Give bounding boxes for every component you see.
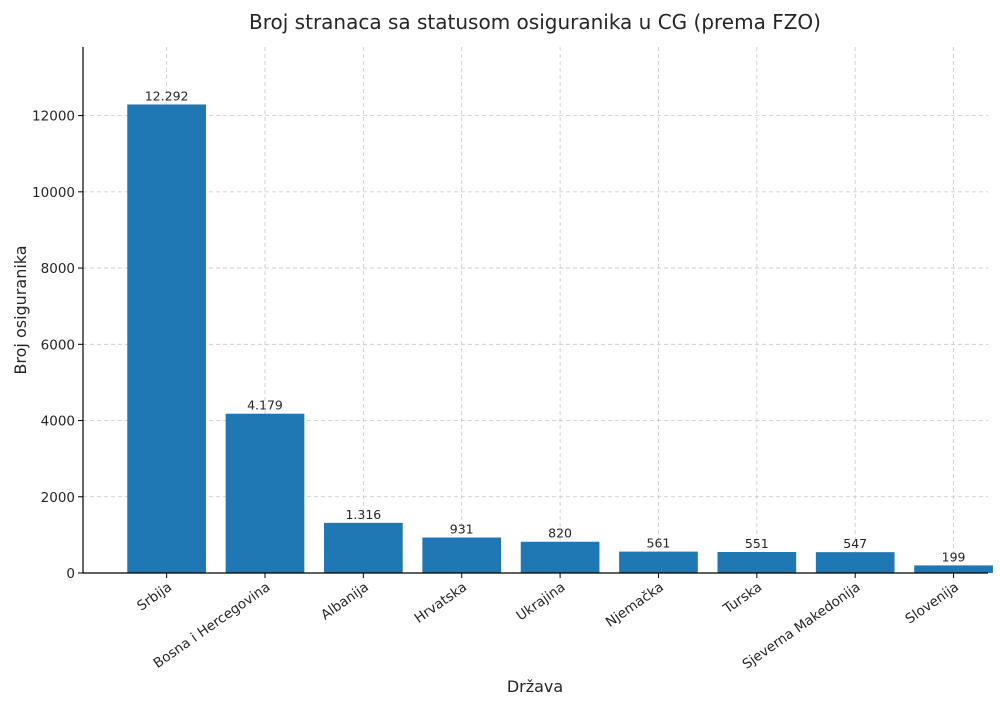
y-tick-label: 12000 xyxy=(32,109,75,125)
data-label: 1.316 xyxy=(345,507,381,522)
x-tick-label: Albanija xyxy=(318,579,372,623)
chart-title: Broj stranaca sa statusom osiguranika u … xyxy=(249,10,821,34)
bars xyxy=(127,104,993,573)
x-tick-label: Ukrajina xyxy=(513,579,568,624)
data-label: 547 xyxy=(843,536,867,551)
x-tick-label: Slovenija xyxy=(903,579,962,627)
y-tick-label: 10000 xyxy=(32,185,75,201)
y-tick-label: 8000 xyxy=(41,261,75,277)
data-label: 199 xyxy=(942,549,966,564)
bar xyxy=(324,522,403,573)
data-label: 561 xyxy=(647,536,671,551)
bar xyxy=(520,541,600,573)
bar xyxy=(225,413,305,573)
bar xyxy=(717,551,797,573)
bar xyxy=(914,565,993,573)
y-tick-label: 6000 xyxy=(41,337,75,353)
x-tick-label: Hrvatska xyxy=(412,579,470,627)
bar xyxy=(815,552,895,573)
grid-lines xyxy=(83,47,988,573)
axes xyxy=(78,47,988,578)
data-label: 12.292 xyxy=(145,88,189,103)
bar xyxy=(127,104,206,573)
data-label: 820 xyxy=(548,526,572,541)
x-tick-label: Srbija xyxy=(134,579,175,614)
y-tick-label: 4000 xyxy=(41,414,75,430)
data-label: 931 xyxy=(450,522,474,537)
data-label: 551 xyxy=(745,536,769,551)
data-label: 4.179 xyxy=(247,398,283,413)
x-tick-label: Njemačka xyxy=(603,579,667,630)
bar xyxy=(422,537,502,573)
bar xyxy=(619,551,698,573)
y-tick-label: 0 xyxy=(66,566,75,582)
x-axis-label: Država xyxy=(507,677,563,696)
y-tick-label: 2000 xyxy=(41,490,75,506)
y-axis-label: Broj osiguranika xyxy=(11,245,30,374)
x-tick-label: Turska xyxy=(720,579,765,617)
